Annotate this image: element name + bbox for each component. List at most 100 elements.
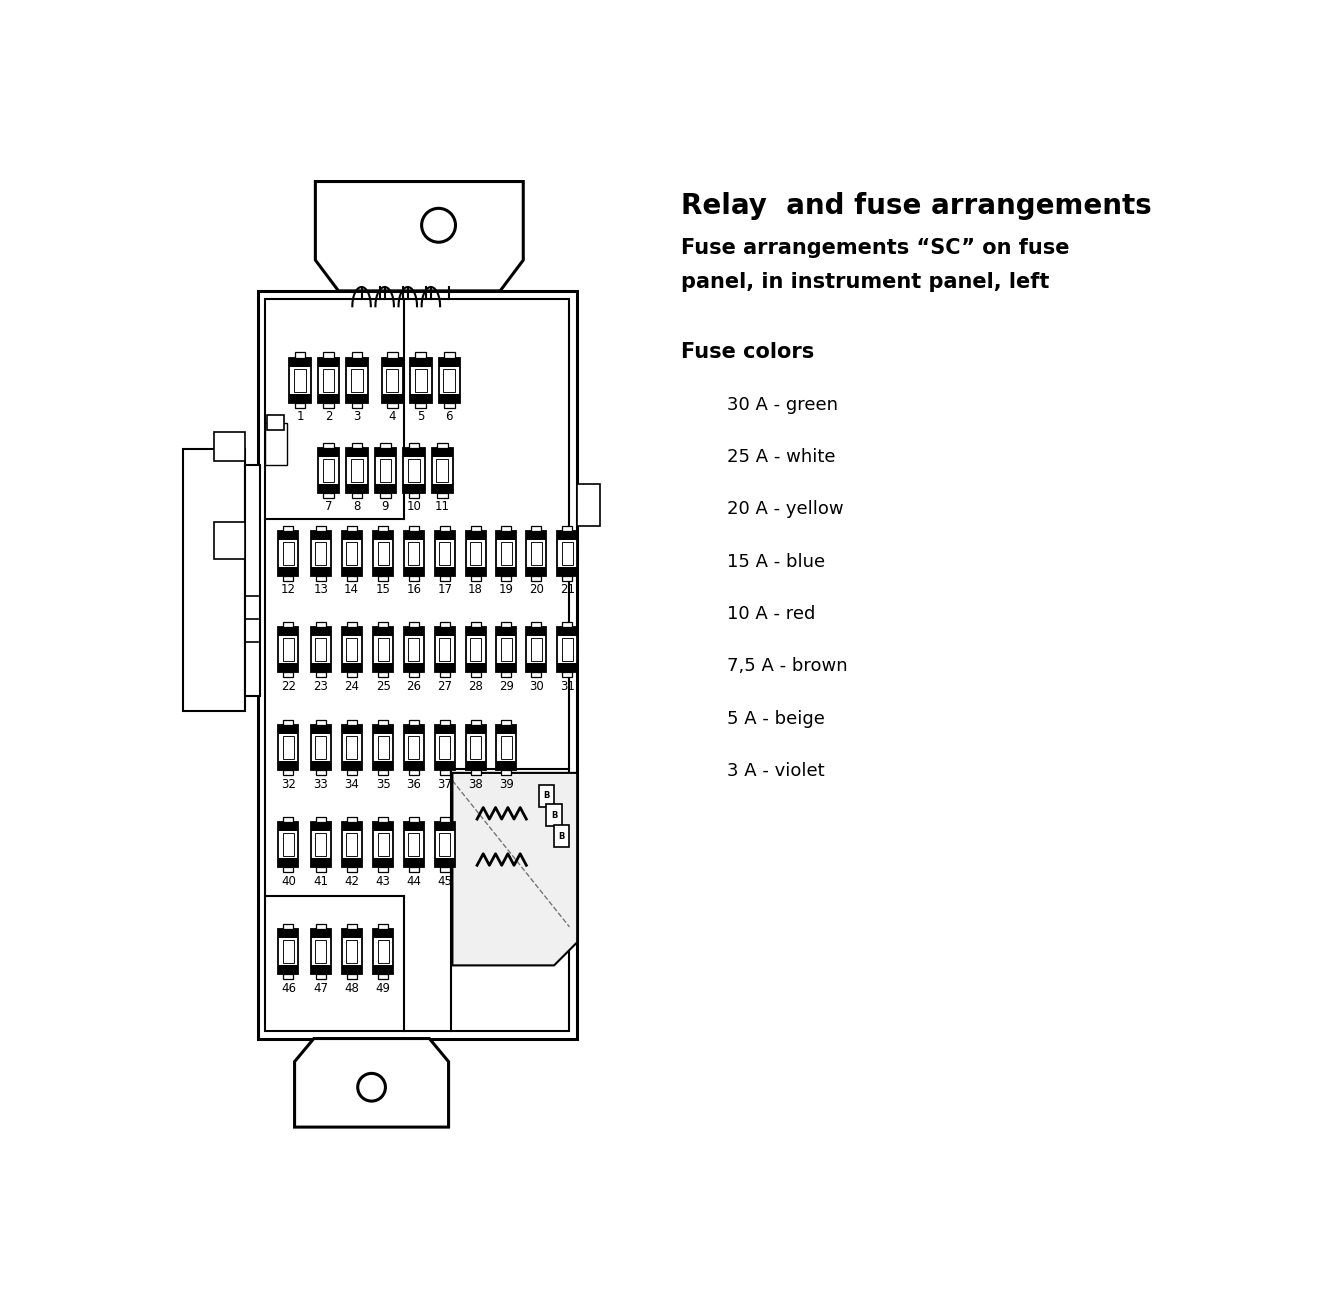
Bar — [415, 368, 427, 392]
Bar — [562, 622, 572, 627]
Text: 15 A - blue: 15 A - blue — [728, 553, 826, 571]
Bar — [284, 974, 293, 980]
Bar — [404, 857, 424, 866]
Bar — [404, 531, 424, 576]
Bar — [346, 358, 367, 402]
Bar — [278, 965, 298, 974]
Bar — [310, 627, 330, 673]
Bar — [346, 448, 367, 457]
Bar — [404, 725, 424, 770]
Bar — [440, 526, 450, 531]
Text: 11: 11 — [435, 501, 450, 514]
Bar — [471, 673, 480, 678]
Bar — [404, 627, 424, 673]
Bar — [408, 576, 419, 582]
Bar — [375, 484, 396, 493]
Bar — [278, 531, 298, 576]
Bar — [440, 719, 450, 725]
Bar — [373, 567, 392, 576]
Bar — [294, 402, 305, 409]
Text: 49: 49 — [375, 981, 391, 994]
Text: 30 A - green: 30 A - green — [728, 396, 838, 414]
Polygon shape — [452, 773, 577, 965]
Bar — [562, 541, 573, 565]
Bar — [378, 576, 389, 582]
Bar — [526, 627, 546, 636]
Bar — [439, 541, 451, 565]
Bar — [378, 833, 389, 856]
Bar — [310, 725, 330, 734]
Bar — [310, 929, 330, 974]
Text: B: B — [550, 811, 557, 820]
Bar — [432, 484, 453, 493]
Bar — [318, 358, 339, 402]
Bar — [501, 526, 512, 531]
Bar — [440, 622, 450, 627]
Bar — [415, 353, 426, 358]
Bar — [316, 736, 326, 758]
Bar — [410, 358, 432, 367]
Bar — [469, 637, 481, 661]
Bar — [440, 770, 450, 775]
Bar — [282, 637, 294, 661]
Bar — [351, 493, 362, 498]
Bar — [278, 567, 298, 576]
Bar — [294, 353, 305, 358]
Bar — [501, 770, 512, 775]
Bar — [310, 965, 330, 974]
Bar — [404, 664, 424, 673]
Text: 41: 41 — [313, 874, 329, 887]
Bar — [440, 673, 450, 678]
Bar — [284, 673, 293, 678]
Bar — [404, 761, 424, 770]
Bar — [373, 627, 392, 636]
Text: Fuse colors: Fuse colors — [682, 342, 814, 362]
Bar — [318, 394, 339, 402]
Bar — [526, 531, 546, 540]
Text: 48: 48 — [345, 981, 359, 994]
Bar — [310, 531, 330, 540]
Bar — [439, 394, 460, 402]
Text: 3 A - violet: 3 A - violet — [728, 762, 825, 781]
Bar — [403, 448, 424, 457]
Bar — [318, 484, 339, 493]
Text: 12: 12 — [281, 583, 296, 596]
Bar — [557, 531, 577, 540]
Bar — [265, 423, 286, 464]
Text: B: B — [544, 791, 549, 800]
Bar — [435, 627, 455, 673]
Text: 46: 46 — [281, 981, 296, 994]
Bar — [351, 353, 362, 358]
Bar — [382, 394, 403, 402]
Bar — [284, 866, 293, 872]
Bar — [346, 358, 367, 367]
Text: 15: 15 — [375, 583, 391, 596]
Bar — [526, 567, 546, 576]
Bar — [435, 857, 455, 866]
Bar — [435, 761, 455, 770]
Bar — [432, 448, 453, 493]
Bar — [346, 541, 357, 565]
Bar — [469, 736, 481, 758]
Bar — [342, 965, 362, 974]
Text: 36: 36 — [407, 778, 422, 791]
Bar — [378, 770, 389, 775]
Bar — [436, 459, 448, 481]
Bar — [496, 761, 516, 770]
Bar — [562, 526, 572, 531]
Bar — [465, 725, 485, 770]
Text: 14: 14 — [343, 583, 359, 596]
Bar — [382, 358, 403, 367]
Bar — [310, 531, 330, 576]
Bar — [342, 725, 362, 734]
Bar — [213, 522, 244, 559]
Bar — [378, 719, 389, 725]
Bar — [342, 822, 362, 866]
Bar — [284, 576, 293, 582]
Text: 18: 18 — [468, 583, 483, 596]
Bar — [501, 541, 512, 565]
Bar — [346, 622, 357, 627]
Text: 31: 31 — [560, 679, 574, 692]
Bar — [404, 531, 424, 540]
Bar — [316, 924, 326, 929]
